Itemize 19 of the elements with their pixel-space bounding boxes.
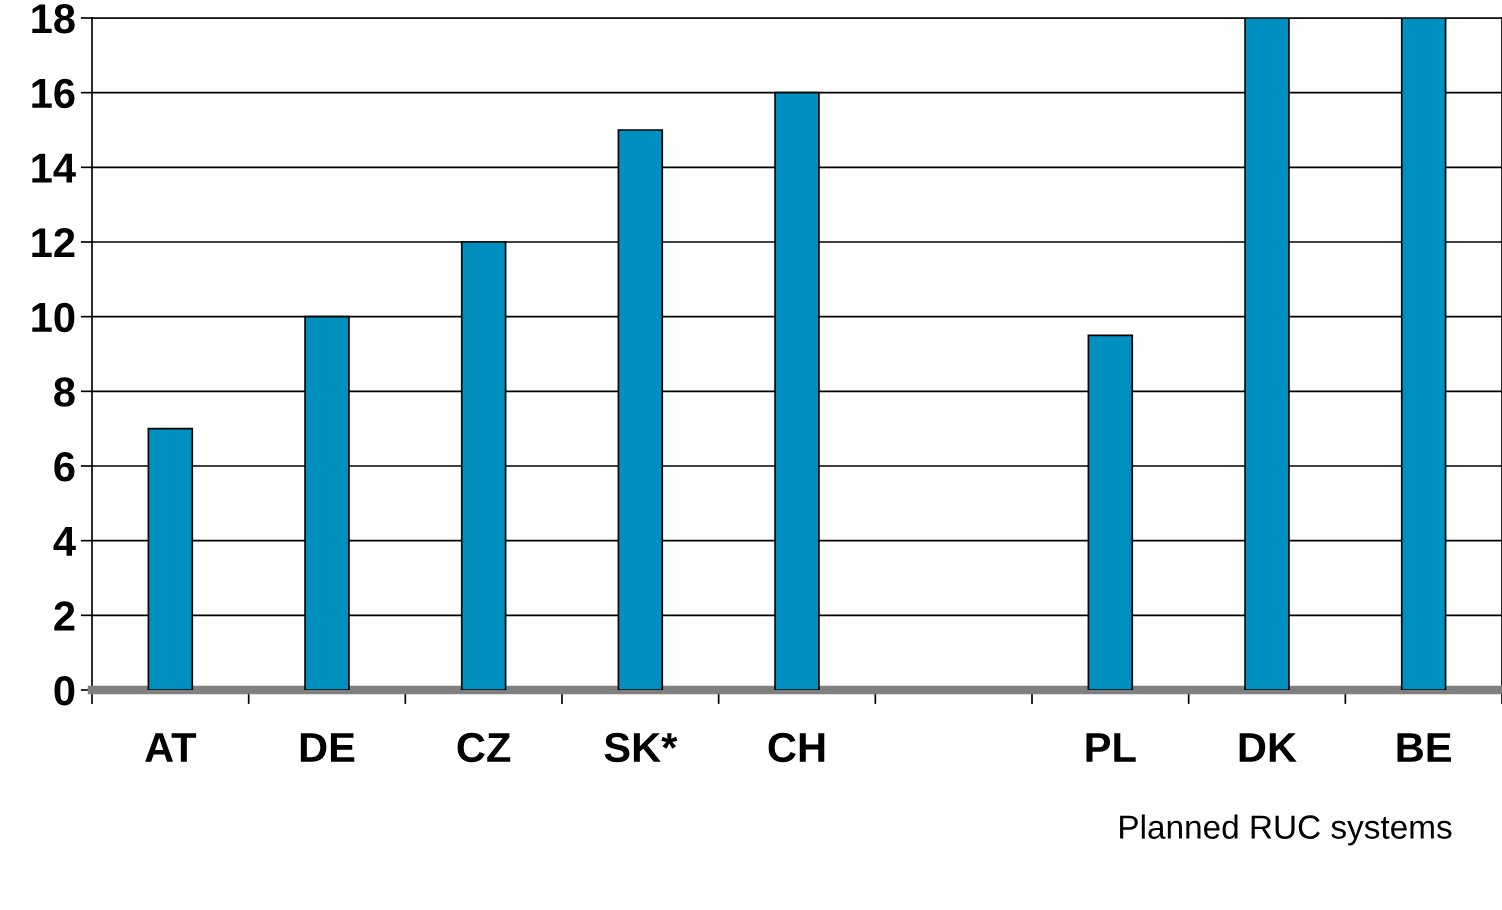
y-tick-label: 16 <box>32 78 75 109</box>
y-tick-label: 0 <box>54 676 75 706</box>
y-tick-label: 4 <box>53 527 76 556</box>
y-tick-label: 14 <box>32 153 76 183</box>
x-tick-label: SK* <box>604 732 678 763</box>
x-tick-label: CZ <box>457 732 511 763</box>
y-tick-label: 10 <box>32 302 75 333</box>
y-tick-label: 8 <box>54 377 75 407</box>
x-tick-label: AT <box>145 733 197 762</box>
x-tick-label: DE <box>300 733 355 762</box>
x-tick-label: DK <box>1239 733 1297 762</box>
text: Planned RUC systems <box>1120 814 1452 846</box>
y-tick-label: 6 <box>54 452 75 482</box>
y-tick-label: 2 <box>54 601 75 631</box>
x-tick-label: PL <box>1086 733 1136 762</box>
y-tick-label: 18 <box>32 4 75 34</box>
x-tick-label: CH <box>768 732 825 763</box>
x-tick-label: BE <box>1397 733 1451 762</box>
y-tick-label: 12 <box>32 228 75 258</box>
